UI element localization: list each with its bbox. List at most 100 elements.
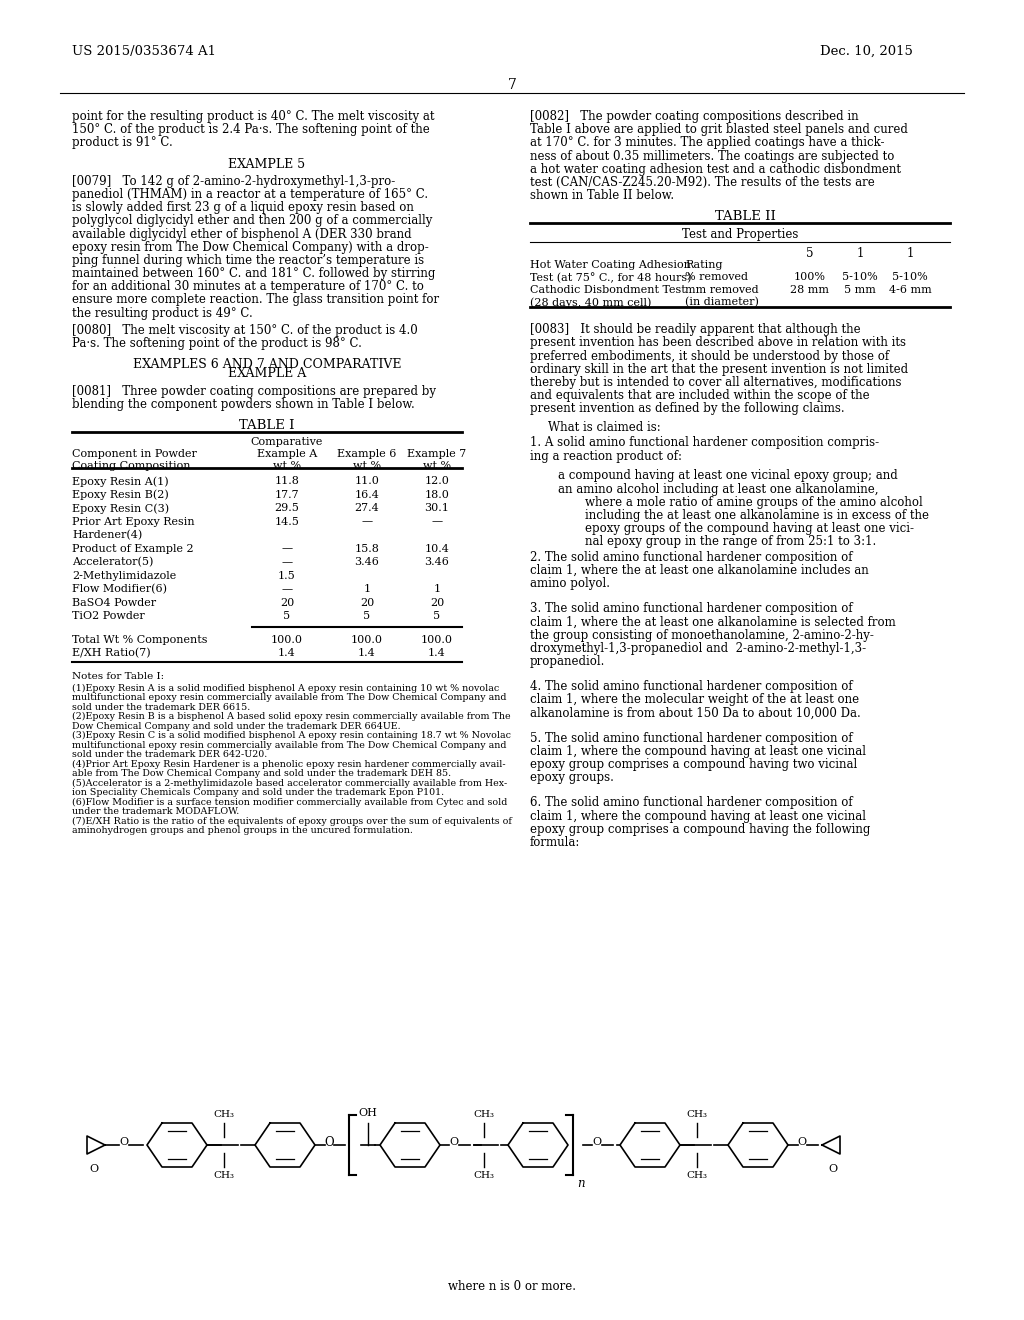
Text: CH₃: CH₃: [473, 1171, 495, 1180]
Text: 1.4: 1.4: [279, 648, 296, 659]
Text: 5. The solid amino functional hardener composition of: 5. The solid amino functional hardener c…: [530, 731, 853, 744]
Text: (3)Epoxy Resin C is a solid modified bisphenol A epoxy resin containing 18.7 wt : (3)Epoxy Resin C is a solid modified bis…: [72, 731, 511, 741]
Text: epoxy group comprises a compound having two vicinal: epoxy group comprises a compound having …: [530, 758, 857, 771]
Text: TABLE I: TABLE I: [240, 418, 295, 432]
Text: Cathodic Disbondment Test: Cathodic Disbondment Test: [530, 285, 686, 296]
Text: 5: 5: [806, 247, 814, 260]
Text: for an additional 30 minutes at a temperature of 170° C. to: for an additional 30 minutes at a temper…: [72, 280, 424, 293]
Text: droxymethyl-1,3-propanediol and  2-amino-2-methyl-1,3-: droxymethyl-1,3-propanediol and 2-amino-…: [530, 642, 866, 655]
Text: —: —: [282, 557, 293, 568]
Text: Product of Example 2: Product of Example 2: [72, 544, 194, 553]
Text: 1: 1: [433, 583, 440, 594]
Text: O: O: [828, 1164, 838, 1173]
Text: blending the component powders shown in Table I below.: blending the component powders shown in …: [72, 397, 415, 411]
Text: 27.4: 27.4: [354, 503, 379, 513]
Text: 30.1: 30.1: [425, 503, 450, 513]
Text: 16.4: 16.4: [354, 490, 380, 499]
Text: Example A: Example A: [257, 449, 317, 459]
Text: —: —: [431, 516, 442, 527]
Text: epoxy groups.: epoxy groups.: [530, 771, 613, 784]
Text: [0081]   Three powder coating compositions are prepared by: [0081] Three powder coating compositions…: [72, 384, 436, 397]
Text: (2)Epoxy Resin B is a bisphenol A based solid epoxy resin commercially available: (2)Epoxy Resin B is a bisphenol A based …: [72, 711, 511, 721]
Text: ordinary skill in the art that the present invention is not limited: ordinary skill in the art that the prese…: [530, 363, 908, 376]
Text: preferred embodiments, it should be understood by those of: preferred embodiments, it should be unde…: [530, 350, 889, 363]
Text: 5-10%: 5-10%: [892, 272, 928, 282]
Text: where n is 0 or more.: where n is 0 or more.: [449, 1280, 575, 1294]
Text: 1: 1: [856, 247, 863, 260]
Text: Prior Art Epoxy Resin: Prior Art Epoxy Resin: [72, 516, 195, 527]
Text: 29.5: 29.5: [274, 503, 299, 513]
Text: 6. The solid amino functional hardener composition of: 6. The solid amino functional hardener c…: [530, 796, 853, 809]
Text: aminohydrogen groups and phenol groups in the uncured formulation.: aminohydrogen groups and phenol groups i…: [72, 826, 413, 836]
Text: Notes for Table I:: Notes for Table I:: [72, 672, 164, 681]
Text: (in diameter): (in diameter): [685, 297, 759, 308]
Text: CH₃: CH₃: [473, 1110, 495, 1119]
Text: Test (at 75° C., for 48 hours): Test (at 75° C., for 48 hours): [530, 272, 691, 282]
Text: Hot Water Coating Adhesion: Hot Water Coating Adhesion: [530, 260, 691, 271]
Text: TABLE II: TABLE II: [715, 210, 775, 223]
Text: CH₃: CH₃: [213, 1110, 234, 1119]
Text: Total Wt % Components: Total Wt % Components: [72, 635, 208, 644]
Text: 1: 1: [364, 583, 371, 594]
Text: BaSO4 Powder: BaSO4 Powder: [72, 598, 156, 607]
Text: 1.5: 1.5: [279, 570, 296, 581]
Text: 10.4: 10.4: [425, 544, 450, 553]
Text: point for the resulting product is 40° C. The melt viscosity at: point for the resulting product is 40° C…: [72, 110, 434, 123]
Text: epoxy group comprises a compound having the following: epoxy group comprises a compound having …: [530, 822, 870, 836]
Text: TiO2 Powder: TiO2 Powder: [72, 611, 144, 620]
Text: US 2015/0353674 A1: US 2015/0353674 A1: [72, 45, 216, 58]
Text: 1. A solid amino functional hardener composition compris-: 1. A solid amino functional hardener com…: [530, 437, 880, 449]
Text: 4-6 mm: 4-6 mm: [889, 285, 932, 296]
Text: claim 1, where the at least one alkanolamine includes an: claim 1, where the at least one alkanola…: [530, 564, 868, 577]
Text: Rating: Rating: [685, 260, 723, 271]
Text: sold under the trademark DER 642-U20.: sold under the trademark DER 642-U20.: [72, 750, 267, 759]
Text: Comparative: Comparative: [251, 437, 324, 447]
Text: a compound having at least one vicinal epoxy group; and: a compound having at least one vicinal e…: [558, 469, 898, 482]
Text: EXAMPLE 5: EXAMPLE 5: [228, 157, 305, 170]
Text: 11.8: 11.8: [274, 477, 299, 486]
Text: What is claimed is:: What is claimed is:: [548, 421, 660, 434]
Text: claim 1, where the at least one alkanolamine is selected from: claim 1, where the at least one alkanola…: [530, 615, 896, 628]
Text: O: O: [325, 1135, 334, 1148]
Text: where a mole ratio of amine groups of the amino alcohol: where a mole ratio of amine groups of th…: [585, 496, 923, 508]
Text: CH₃: CH₃: [686, 1171, 708, 1180]
Text: formula:: formula:: [530, 836, 581, 849]
Text: a hot water coating adhesion test and a cathodic disbondment: a hot water coating adhesion test and a …: [530, 162, 901, 176]
Text: 2-Methylimidazole: 2-Methylimidazole: [72, 570, 176, 581]
Text: OH: OH: [358, 1107, 378, 1118]
Text: an amino alcohol including at least one alkanolamine,: an amino alcohol including at least one …: [558, 483, 879, 496]
Text: multifunctional epoxy resin commercially available from The Dow Chemical Company: multifunctional epoxy resin commercially…: [72, 741, 507, 750]
Text: (5)Accelerator is a 2-methylimidazole based accelerator commercially available f: (5)Accelerator is a 2-methylimidazole ba…: [72, 779, 507, 788]
Text: nal epoxy group in the range of from 25:1 to 3:1.: nal epoxy group in the range of from 25:…: [585, 535, 877, 548]
Text: 5: 5: [284, 611, 291, 620]
Text: Epoxy Resin C(3): Epoxy Resin C(3): [72, 503, 169, 513]
Text: including the at least one alkanolamine is in excess of the: including the at least one alkanolamine …: [585, 508, 929, 521]
Text: able from The Dow Chemical Company and sold under the trademark DEH 85.: able from The Dow Chemical Company and s…: [72, 770, 452, 777]
Text: O: O: [450, 1137, 459, 1147]
Text: maintained between 160° C. and 181° C. followed by stirring: maintained between 160° C. and 181° C. f…: [72, 267, 435, 280]
Text: 20: 20: [359, 598, 374, 607]
Text: shown in Table II below.: shown in Table II below.: [530, 189, 674, 202]
Text: multifunctional epoxy resin commercially available from The Dow Chemical Company: multifunctional epoxy resin commercially…: [72, 693, 507, 702]
Text: under the trademark MODAFLOW.: under the trademark MODAFLOW.: [72, 807, 240, 816]
Text: polyglycol diglycidyl ether and then 200 g of a commercially: polyglycol diglycidyl ether and then 200…: [72, 214, 432, 227]
Text: 2. The solid amino functional hardener composition of: 2. The solid amino functional hardener c…: [530, 550, 853, 564]
Text: 1.4: 1.4: [358, 648, 376, 659]
Text: ion Speciality Chemicals Company and sold under the trademark Epon P101.: ion Speciality Chemicals Company and sol…: [72, 788, 444, 797]
Text: 100.0: 100.0: [351, 635, 383, 644]
Text: Example 7: Example 7: [408, 449, 467, 459]
Text: 5-10%: 5-10%: [842, 272, 878, 282]
Text: ping funnel during which time the reactor’s temperature is: ping funnel during which time the reacto…: [72, 253, 424, 267]
Text: the group consisting of monoethanolamine, 2-amino-2-hy-: the group consisting of monoethanolamine…: [530, 628, 873, 642]
Text: Component in Powder: Component in Powder: [72, 449, 197, 459]
Text: EXAMPLE A: EXAMPLE A: [228, 367, 306, 380]
Text: 100.0: 100.0: [271, 635, 303, 644]
Text: EXAMPLES 6 AND 7 AND COMPARATIVE: EXAMPLES 6 AND 7 AND COMPARATIVE: [133, 358, 401, 371]
Text: available diglycidyl ether of bisphenol A (DER 330 brand: available diglycidyl ether of bisphenol …: [72, 227, 412, 240]
Text: 150° C. of the product is 2.4 Pa·s. The softening point of the: 150° C. of the product is 2.4 Pa·s. The …: [72, 123, 430, 136]
Text: Accelerator(5): Accelerator(5): [72, 557, 154, 568]
Text: test (CAN/CAS-Z245.20-M92). The results of the tests are: test (CAN/CAS-Z245.20-M92). The results …: [530, 176, 874, 189]
Text: 3.46: 3.46: [354, 557, 380, 568]
Text: alkanolamine is from about 150 Da to about 10,000 Da.: alkanolamine is from about 150 Da to abo…: [530, 706, 861, 719]
Text: —: —: [282, 544, 293, 553]
